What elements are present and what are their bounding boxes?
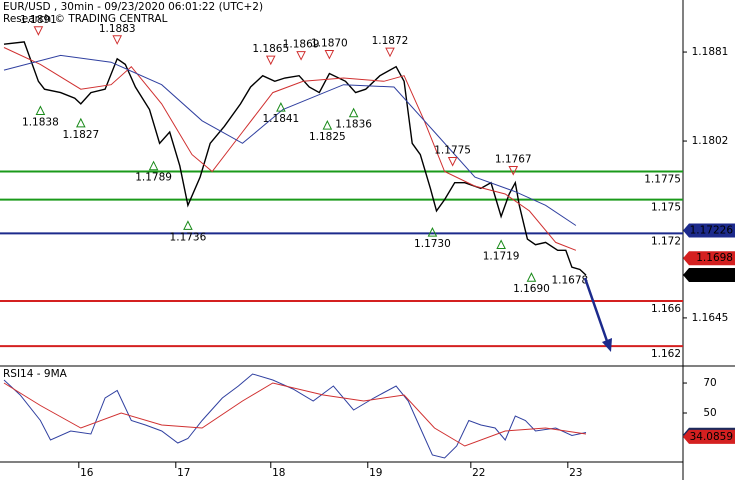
level-label: 1.166	[651, 303, 681, 315]
y-tick-label: 70	[703, 377, 716, 389]
price-tag	[683, 429, 735, 444]
price-tag-label: 34.0859	[690, 431, 733, 443]
high-marker	[508, 165, 519, 176]
low-marker	[496, 239, 506, 250]
low-marker	[322, 120, 333, 130]
low-marker	[427, 227, 438, 237]
low-marker	[148, 160, 159, 171]
low-marker	[348, 107, 359, 118]
low-label: 1.1789	[135, 172, 172, 184]
high-label: 1.1870	[311, 37, 348, 49]
marks: 1.1881 1.1802 1.1645 1.1775 1.175 1.172 1.166 1…	[0, 14, 735, 479]
series-line	[3, 47, 577, 251]
chart-subtitle: Research © TRADING CENTRAL	[3, 13, 168, 25]
low-label: 1.1719	[483, 251, 520, 263]
high-label: 1.1775	[434, 144, 471, 156]
x-tick-label: 23	[569, 467, 582, 479]
chart-title: EUR/USD , 30min - 09/23/2020 06:01:22 (U…	[3, 1, 263, 13]
series-line	[3, 373, 587, 459]
price-tag	[683, 267, 735, 282]
low-marker	[526, 272, 537, 282]
price-tag-label: 1.17226	[690, 224, 734, 236]
low-label: 1.1838	[22, 116, 59, 128]
high-label: 1.1872	[372, 35, 409, 47]
low-label: 1.1841	[263, 113, 300, 125]
high-label: 1.1865	[252, 43, 289, 55]
low-marker	[276, 101, 286, 112]
arrow-head	[602, 338, 612, 352]
low-label: 1.1827	[62, 129, 99, 141]
x-tick-label: 16	[80, 467, 94, 479]
price-tag	[683, 223, 735, 238]
low-label: 1.1736	[170, 231, 207, 243]
price-tag-label: 1.1698	[696, 252, 733, 264]
low-marker	[35, 105, 46, 115]
x-tick-label: 17	[177, 467, 190, 479]
y-tick-label: 50	[703, 407, 716, 419]
high-marker	[33, 26, 44, 36]
price-tag	[683, 251, 735, 266]
series-line	[3, 382, 587, 447]
high-label: 1.1767	[495, 153, 532, 165]
high-marker	[296, 51, 306, 61]
high-label: 1.1883	[99, 23, 136, 35]
y-tick-label: 1.1881	[692, 46, 729, 58]
high-label: 1.1869	[283, 39, 320, 51]
y-tick-label: 1.1802	[692, 135, 729, 147]
low-label: 1.1730	[414, 238, 451, 250]
level-label: 1.172	[651, 235, 681, 247]
rsi-title: RSI14 - 9MA	[3, 368, 68, 380]
price-tag-label: 1.16831	[690, 269, 733, 281]
high-marker	[112, 35, 123, 45]
series-line	[3, 54, 577, 226]
high-marker	[385, 47, 395, 58]
x-tick-label: 19	[369, 467, 382, 479]
projection-label: 1.1678	[551, 275, 588, 287]
level-label: 1.175	[651, 202, 681, 214]
low-marker	[76, 117, 86, 128]
projection-arrow	[583, 277, 610, 345]
high-marker	[447, 156, 458, 167]
level-label: 1.162	[651, 348, 681, 360]
level-label: 1.1775	[644, 173, 681, 185]
series-line	[3, 41, 587, 276]
high-marker	[265, 55, 276, 66]
low-marker	[183, 220, 193, 230]
low-label: 1.1690	[513, 283, 550, 295]
x-tick-label: 22	[472, 467, 485, 479]
y-tick-label: 1.1645	[692, 312, 729, 324]
x-tick-label: 18	[272, 467, 285, 479]
high-label: 1.1891	[20, 14, 57, 26]
low-label: 1.1836	[335, 119, 372, 131]
high-marker	[324, 49, 335, 60]
low-label: 1.1825	[309, 131, 346, 143]
